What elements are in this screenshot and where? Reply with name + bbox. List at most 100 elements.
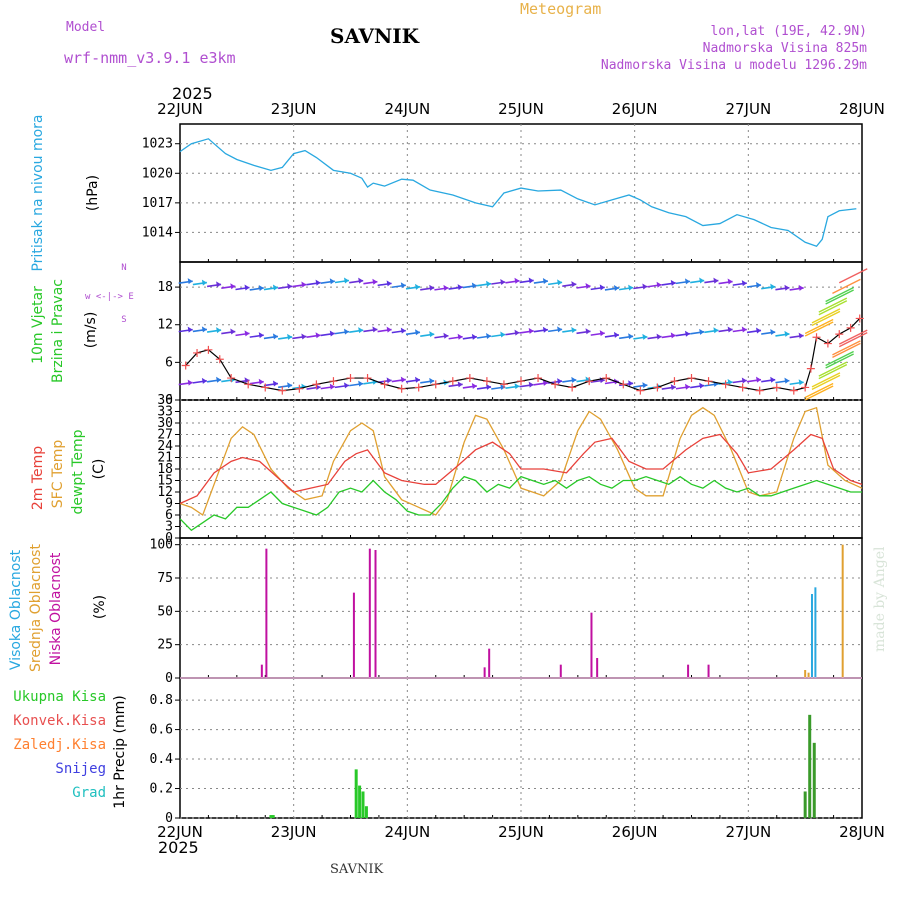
wind-arrow-head bbox=[372, 278, 378, 285]
wind-arrow-head bbox=[429, 377, 435, 384]
wind-fan-line bbox=[832, 278, 861, 294]
panel-frame-cloud bbox=[179, 537, 863, 679]
x-day-label-bottom: 26JUN bbox=[612, 823, 658, 841]
wind-arrow-head bbox=[258, 332, 264, 339]
y-tick-label: 0 bbox=[165, 531, 173, 546]
precip-legend-0: Ukupna Kisa bbox=[13, 689, 106, 705]
wind-gust-marker bbox=[380, 380, 389, 389]
wind-arrow-head bbox=[457, 333, 463, 340]
y-tick-label: 1017 bbox=[142, 196, 173, 211]
temp-unit: (C) bbox=[91, 459, 107, 480]
wind-arrow-head bbox=[670, 279, 676, 286]
precip-legend-2: Zaledj.Kisa bbox=[13, 737, 106, 753]
wind-arrow-head bbox=[329, 330, 335, 337]
x-day-label-top: 23JUN bbox=[271, 100, 317, 118]
wind-arrow-head bbox=[471, 282, 477, 289]
wind-gust-marker bbox=[278, 386, 287, 395]
wind-arrow-head bbox=[599, 284, 605, 291]
wind-fan-line bbox=[818, 300, 848, 316]
wind-arrow-head bbox=[727, 379, 733, 386]
wind-arrow-head bbox=[642, 333, 648, 340]
y-tick-label: 27 bbox=[157, 428, 173, 443]
wind-arrow-head bbox=[386, 280, 392, 287]
y-tick-label: 18 bbox=[157, 462, 173, 477]
wind-arrow-head bbox=[699, 328, 705, 335]
wind-arrow-head bbox=[429, 331, 435, 338]
wind-arrow-head bbox=[244, 284, 250, 291]
wind-gust-marker bbox=[215, 355, 224, 364]
wind-arrow-head bbox=[386, 377, 392, 384]
x-day-label-top: 26JUN bbox=[612, 100, 658, 118]
wind-arrow-head bbox=[571, 376, 577, 383]
wind-arrow-head bbox=[542, 278, 548, 285]
cloud-bar bbox=[590, 612, 593, 678]
cloud-bar bbox=[265, 548, 268, 678]
wind-arrow-head bbox=[216, 376, 222, 383]
wind-arrow-head bbox=[230, 328, 236, 335]
wind-gust-marker bbox=[619, 380, 628, 389]
wind-arrow-head bbox=[187, 326, 193, 333]
wind-gust-marker bbox=[244, 380, 253, 389]
wind-gust-marker bbox=[772, 383, 781, 392]
wind-arrow-head bbox=[315, 332, 321, 339]
cloud-bar bbox=[368, 548, 371, 678]
year-bottom: 2025 bbox=[158, 838, 199, 857]
wind-arrow-head bbox=[187, 379, 193, 386]
wind-arrow-head bbox=[457, 284, 463, 291]
wind-arrow-head bbox=[415, 329, 421, 336]
wind-compass-s: S bbox=[121, 315, 126, 325]
panel-frame-pressure bbox=[179, 123, 863, 263]
wind-arrow-head bbox=[258, 378, 264, 385]
wind-arrow-head bbox=[571, 281, 577, 288]
y-tick-label: 33 bbox=[157, 405, 173, 420]
precip-bar bbox=[803, 791, 807, 818]
wind-gust-marker bbox=[499, 380, 508, 389]
cloud-bar bbox=[707, 664, 710, 678]
wind-arrow-head bbox=[756, 281, 762, 288]
model-name: wrf-nmm_v3.9.1 e3km bbox=[64, 49, 236, 67]
wind-arrow-head bbox=[514, 329, 520, 336]
wind-gust-marker bbox=[397, 384, 406, 393]
wind-arrow-head bbox=[642, 382, 648, 389]
high-cloud-title: Visoka Oblacnost bbox=[8, 549, 24, 670]
wind-arrow-head bbox=[741, 280, 747, 287]
wind-fan-line bbox=[838, 329, 868, 345]
wind-arrow-head bbox=[528, 381, 534, 388]
wind-gust-marker bbox=[517, 377, 525, 386]
altitude-label: Nadmorska Visina 825m bbox=[702, 41, 867, 56]
wind-arrow-head bbox=[514, 383, 520, 390]
y-tick-label: 0 bbox=[165, 811, 173, 826]
wind-arrow-head bbox=[443, 332, 449, 339]
wind-arrow-head bbox=[386, 326, 392, 333]
wind-fan-line bbox=[804, 318, 834, 335]
wind-gust-marker bbox=[653, 383, 662, 392]
wind-arrow-head bbox=[557, 378, 563, 385]
wind-arrow-head bbox=[514, 277, 520, 284]
wind-arrow-head bbox=[741, 326, 747, 333]
wind-arrow-head bbox=[713, 327, 719, 334]
wind-arrow-head bbox=[713, 277, 719, 284]
wind-arrow-head bbox=[429, 284, 435, 291]
wind-gust-marker bbox=[431, 380, 440, 389]
cloud-bar bbox=[559, 664, 562, 678]
wind-gust-marker bbox=[806, 364, 815, 373]
wind-arrow-head bbox=[798, 332, 804, 339]
precip-bar bbox=[271, 815, 275, 818]
wind-arrow-head bbox=[684, 383, 690, 390]
precip-bar bbox=[812, 742, 816, 818]
wind-arrow-head bbox=[358, 327, 364, 334]
wind-arrow-head bbox=[201, 279, 207, 286]
wind-fan-line bbox=[825, 350, 854, 367]
wind-arrow-head bbox=[628, 284, 634, 291]
x-day-label-top: 24JUN bbox=[384, 100, 430, 118]
wind-gust-marker bbox=[835, 330, 844, 339]
wind-arrow-head bbox=[500, 331, 506, 338]
x-day-label-bottom: 28JUN bbox=[839, 823, 885, 841]
wind-compass-n: N bbox=[121, 263, 126, 273]
pressure-title: Pritisak na nivou mora bbox=[30, 114, 46, 271]
wind-arrow-head bbox=[571, 326, 577, 333]
wind-compass: w <-|-> E bbox=[85, 292, 134, 302]
wind-arrow-head bbox=[486, 333, 492, 340]
wind-fan-line bbox=[804, 385, 834, 401]
y-tick-label: 75 bbox=[157, 571, 173, 586]
